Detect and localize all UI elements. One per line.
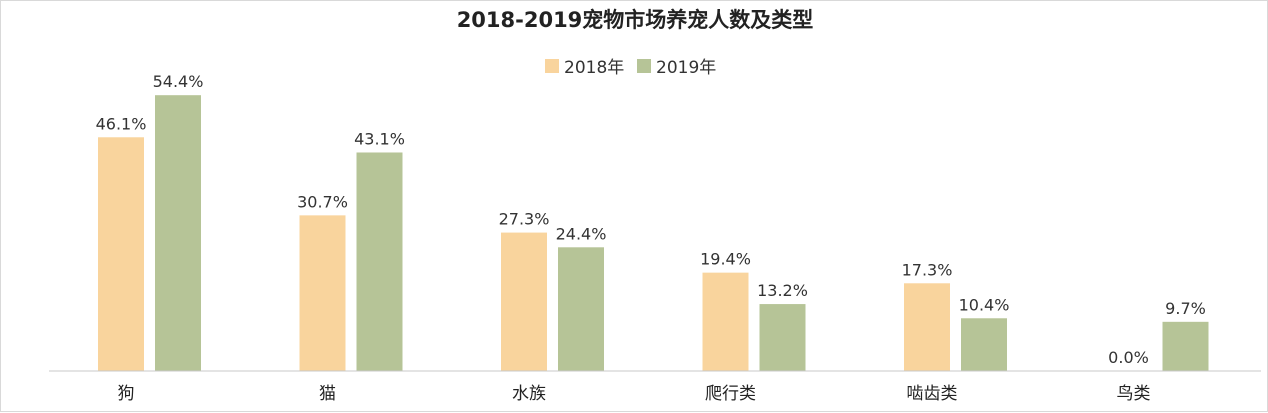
x-tick-label-4: 啮齿类 [907, 384, 958, 404]
chart-title: 2018-2019宠物市场养宠人数及类型 [457, 8, 814, 32]
bar-2018-3 [702, 272, 749, 371]
data-labels-group: 46.1% 54.4% 30.7% 43.1% 27.3% 24.4% 19.4% 13.2%… [96, 72, 1206, 367]
data-label-2018-2: 27.3% [499, 210, 550, 229]
x-tick-label-3: 爬行类 [705, 384, 756, 404]
bar-2019-0 [155, 95, 201, 371]
data-label-2019-0: 54.4% [153, 72, 204, 91]
x-tick-label-1: 猫 [319, 384, 336, 404]
data-label-2019-5: 9.7% [1165, 299, 1206, 318]
legend-label-2019: 2019年 [656, 58, 716, 78]
bar-2018-1 [299, 215, 346, 371]
data-label-2019-2: 24.4% [556, 224, 607, 243]
legend-swatch-2019 [637, 59, 651, 73]
data-label-2018-3: 19.4% [700, 250, 751, 269]
bar-2018-4 [904, 283, 950, 371]
legend-swatch-2018 [545, 59, 559, 73]
bar-2018-2 [501, 232, 547, 371]
bar-2019-1 [356, 152, 403, 371]
bar-2019-5 [1162, 321, 1209, 371]
data-label-2018-5: 0.0% [1108, 348, 1149, 367]
data-label-2018-4: 17.3% [902, 260, 953, 279]
bar-2019-3 [759, 304, 806, 371]
data-label-2018-1: 30.7% [297, 192, 348, 211]
data-label-2018-0: 46.1% [96, 114, 147, 133]
data-label-2019-1: 43.1% [354, 129, 405, 148]
data-label-2019-3: 13.2% [757, 281, 808, 300]
x-tick-label-5: 鸟类 [1117, 384, 1151, 404]
legend: 2018年 2019年 [545, 58, 716, 78]
bar-2019-2 [558, 247, 604, 371]
x-tick-label-2: 水族 [512, 384, 546, 404]
legend-label-2018: 2018年 [564, 58, 624, 78]
x-tick-label-0: 狗 [118, 384, 135, 404]
data-label-2019-4: 10.4% [959, 295, 1010, 314]
bar-2019-4 [961, 318, 1007, 371]
bar-2018-0 [98, 137, 144, 371]
x-tick-labels-group: 狗 猫 水族 爬行类 啮齿类 鸟类 [118, 384, 1151, 404]
bars-group [98, 95, 1209, 371]
